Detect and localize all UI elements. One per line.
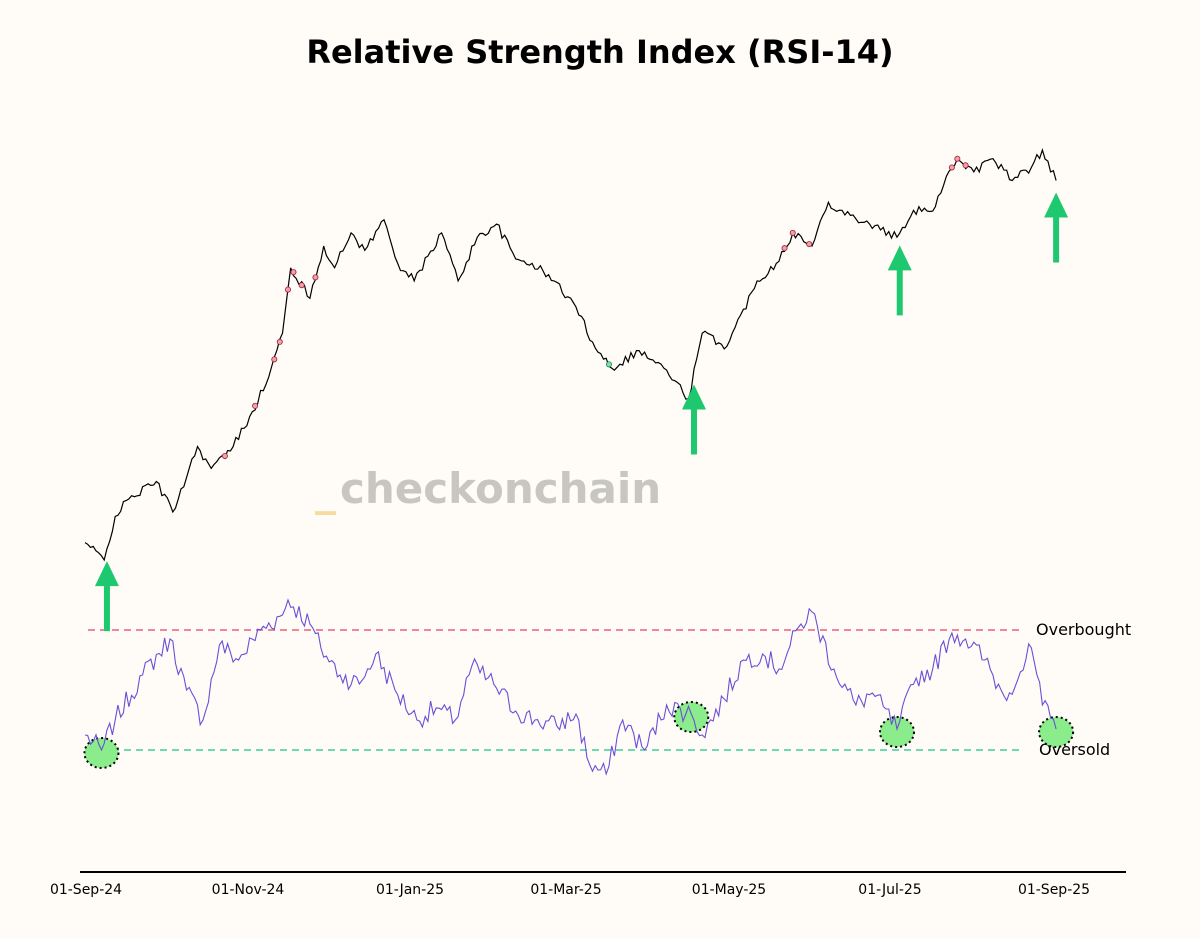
overbought-marker bbox=[806, 241, 813, 248]
x-tick-label: 01-Jan-25 bbox=[376, 882, 444, 898]
overbought-marker bbox=[962, 162, 969, 169]
watermark: _ checkonchain bbox=[315, 464, 661, 515]
overbought-marker bbox=[948, 164, 955, 171]
x-axis-ticks: 01-Sep-24 01-Nov-24 01-Jan-25 01-Mar-25 01-M… bbox=[50, 882, 1090, 898]
buy-signals bbox=[94, 192, 1069, 632]
x-tick-label: 01-Sep-24 bbox=[50, 882, 122, 898]
oversold-marker bbox=[605, 361, 612, 368]
watermark-text: checkonchain bbox=[340, 464, 661, 513]
buy-signal-arrow bbox=[887, 245, 912, 316]
oversold-highlight bbox=[879, 716, 915, 748]
price-layer bbox=[84, 148, 1057, 562]
overbought-marker bbox=[290, 269, 297, 276]
x-tick-label: 01-Mar-25 bbox=[530, 882, 601, 898]
chart-title: Relative Strength Index (RSI-14) bbox=[306, 33, 893, 71]
oversold-highlight bbox=[83, 737, 120, 769]
overbought-marker bbox=[312, 274, 319, 281]
x-tick-label: 01-Jul-25 bbox=[858, 882, 921, 898]
overbought-marker bbox=[789, 229, 796, 236]
buy-signal-arrow bbox=[94, 561, 119, 632]
price-line bbox=[84, 148, 1057, 562]
overbought-marker bbox=[221, 452, 228, 459]
rsi-layer bbox=[83, 598, 1075, 776]
level-label-overbought: Overbought bbox=[1036, 620, 1131, 639]
watermark-underscore: _ bbox=[315, 466, 336, 515]
rsi-line bbox=[84, 598, 1057, 776]
x-tick-label: 01-Sep-25 bbox=[1018, 882, 1090, 898]
overbought-marker bbox=[954, 155, 961, 162]
x-tick-label: 01-Nov-24 bbox=[212, 882, 285, 898]
overbought-marker bbox=[271, 356, 278, 363]
x-tick-label: 01-May-25 bbox=[692, 882, 766, 898]
buy-signal-arrow bbox=[682, 384, 706, 455]
oversold-highlight bbox=[1038, 716, 1075, 748]
overbought-marker bbox=[252, 402, 259, 409]
overbought-marker bbox=[284, 286, 291, 293]
overbought-marker bbox=[276, 338, 283, 345]
overbought-marker bbox=[781, 245, 788, 252]
overbought-marker bbox=[298, 282, 305, 289]
buy-signal-arrow bbox=[1044, 192, 1069, 263]
oversold-highlight bbox=[673, 701, 710, 733]
